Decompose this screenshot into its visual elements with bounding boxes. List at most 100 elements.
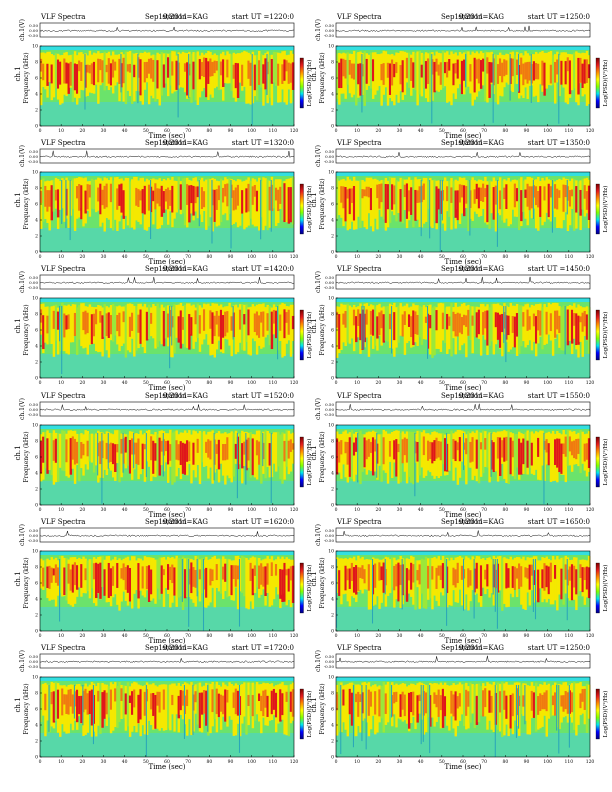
spectrogram-cell [196, 181, 200, 219]
spectrogram-cell [128, 51, 132, 97]
spectrogram-cell [141, 53, 145, 105]
x-tick-label: 60 [460, 633, 466, 639]
spectrogram-cell [167, 564, 170, 590]
spectrogram-cell [109, 568, 113, 597]
spectrogram-cell [107, 685, 111, 718]
spectrogram-cell [245, 304, 248, 343]
waveform-trace [335, 655, 591, 663]
spectrogram-cell [374, 52, 377, 95]
spectrogram-cell [255, 682, 259, 715]
spectrogram-cell [346, 683, 349, 737]
spectrogram-cell [475, 183, 479, 199]
spectrogram-cell [452, 311, 455, 332]
y-tick-label: 6 [35, 328, 38, 334]
spectrogram-cell [217, 185, 221, 201]
spectrogram-cell [441, 688, 445, 728]
spectrogram-cell [568, 304, 572, 341]
spectrogram-cell [63, 179, 66, 222]
spectrogram-cell [541, 60, 544, 86]
spectrogram-cell [439, 62, 443, 85]
spectrogram-cell [243, 180, 246, 230]
panel-start-time: start UT =1620:0 [232, 518, 294, 526]
spectrogram-cell [65, 188, 68, 216]
spectrogram-cell [469, 64, 472, 82]
spectrogram-cell [116, 685, 119, 728]
spectrogram-cell [378, 562, 381, 581]
spectrogram-cell [456, 430, 460, 485]
spectrogram-cell [344, 441, 347, 454]
spectrogram-cell [363, 437, 366, 468]
spectrogram-cell [95, 562, 98, 599]
spectrogram-cell [139, 59, 142, 96]
panel-title: VLF Spectra [40, 518, 85, 526]
x-tick-label: 50 [143, 507, 149, 513]
spectrogram-cell [456, 190, 460, 221]
panel-start-time: start UT =1450:0 [528, 265, 590, 273]
spectrogram-cell [424, 433, 428, 476]
spectrogram-cell [88, 65, 92, 74]
spectrogram-cell [471, 306, 474, 354]
spectrogram-cell [228, 178, 231, 215]
spectrogram-cell [207, 178, 210, 226]
spectrogram-cell [86, 64, 89, 73]
spectrogram-cell [585, 683, 589, 733]
spectrogram-cell [177, 558, 180, 598]
spectrogram-cell [190, 317, 193, 336]
spectrogram-cell [228, 682, 231, 717]
spectrogram-cell [90, 63, 94, 85]
spectrogram-cell [454, 190, 457, 218]
spectrogram-cell [183, 443, 187, 475]
spectrogram-cell [69, 569, 73, 591]
spectrogram-cell [56, 433, 60, 482]
spectrogram-cell [498, 314, 502, 348]
spectrogram-cell [452, 567, 455, 586]
spectrogram-cell [338, 180, 341, 216]
spectrogram-cell [441, 189, 445, 201]
spectrogram-cell [264, 566, 267, 596]
spectrogram-band-low [40, 228, 294, 252]
spectrogram-cell [42, 436, 45, 463]
spectrogram-cell [348, 305, 352, 344]
x-tick-label: 80 [502, 380, 508, 386]
spectrogram-cell [135, 442, 138, 464]
spectrogram-cell [143, 433, 147, 482]
spectrogram-cell [88, 180, 92, 217]
spectrogram-cell [145, 433, 147, 478]
spectrogram-cell [167, 684, 170, 729]
spectrogram-cell [352, 185, 356, 221]
spectrogram-cell [120, 438, 123, 454]
spectrogram-cell [558, 315, 561, 333]
spectrogram-cell [177, 177, 180, 210]
spectrogram-cell [228, 559, 231, 597]
spectrogram-cell [380, 310, 383, 329]
spectrogram-cell [219, 433, 223, 464]
spectrogram-cell [350, 307, 354, 339]
y-tick-label: 0 [331, 755, 334, 761]
spectrogram-cell [414, 441, 417, 454]
panel-station: station=KAG [162, 13, 208, 21]
spectrogram-cell [397, 430, 400, 484]
spectrogram-cell [416, 315, 419, 335]
spectrogram-cell [287, 440, 291, 459]
spectrogram-cell [380, 64, 383, 81]
panel-station: station=KAG [162, 644, 208, 652]
spectrogram-cell [482, 312, 485, 335]
spectrogram-cell [194, 310, 197, 325]
spectrogram-cell [258, 693, 261, 702]
spectrogram-cell [424, 556, 428, 609]
spectrogram-cell [399, 433, 402, 483]
spectrogram-cell [226, 689, 229, 703]
spectrogram-cell [501, 681, 504, 737]
spectrogram-cell [150, 693, 153, 710]
spectrogram-cell [67, 430, 70, 478]
spectrogram-cell [67, 689, 70, 715]
spectrogram-cell [67, 304, 70, 355]
spectrogram-cell [564, 61, 568, 85]
spectrogram-cell [188, 559, 190, 627]
spectrogram-cell [162, 689, 166, 710]
spectrogram-cell [209, 179, 212, 218]
spectrogram-cell [92, 694, 96, 724]
spectrogram-cell [213, 60, 216, 74]
spectrogram-cell [543, 692, 546, 710]
spectrogram-cell [477, 683, 481, 723]
